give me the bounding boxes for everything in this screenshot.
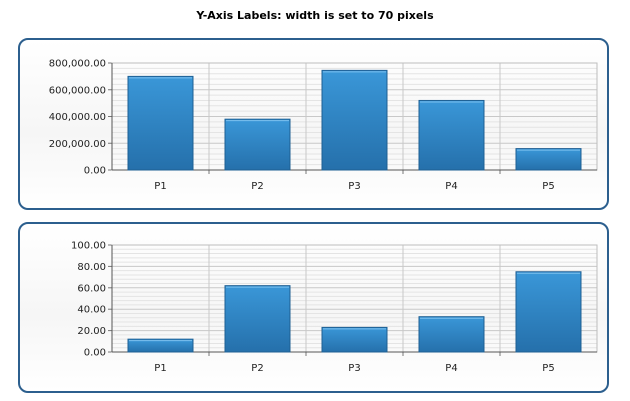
chart-panel-bottom xyxy=(18,222,609,393)
x-tick-label: P3 xyxy=(348,181,360,192)
x-tick-label: P2 xyxy=(251,181,263,192)
y-tick-label: 40.00 xyxy=(77,305,106,316)
y-tick-label: 800,000.00 xyxy=(49,59,106,70)
y-tick-label: 0.00 xyxy=(84,348,106,359)
bar-p5 xyxy=(515,148,582,171)
bar-p1 xyxy=(127,75,194,171)
bar-p4 xyxy=(418,316,485,353)
y-tick-label: 0.00 xyxy=(84,166,106,177)
x-tick-label: P2 xyxy=(251,363,263,374)
page-title: Y-Axis Labels: width is set to 70 pixels xyxy=(196,9,434,22)
y-tick-label: 80.00 xyxy=(77,262,106,273)
bar-p4 xyxy=(418,99,485,171)
y-tick-label: 100.00 xyxy=(71,241,106,252)
bar-p3 xyxy=(321,326,388,353)
bar-p5 xyxy=(515,271,582,353)
y-tick-label: 400,000.00 xyxy=(49,112,106,123)
bar-p2 xyxy=(224,118,291,171)
y-tick-label: 200,000.00 xyxy=(49,139,106,150)
bar-p1 xyxy=(127,338,194,353)
x-tick-label: P1 xyxy=(154,363,166,374)
y-tick-label: 20.00 xyxy=(77,326,106,337)
x-tick-label: P5 xyxy=(542,363,554,374)
x-tick-label: P3 xyxy=(348,363,360,374)
x-tick-label: P5 xyxy=(542,181,554,192)
bar-p3 xyxy=(321,69,388,171)
bar-p2 xyxy=(224,285,291,353)
chart-panel-top xyxy=(18,38,609,210)
x-tick-label: P4 xyxy=(445,181,457,192)
y-tick-label: 60.00 xyxy=(77,283,106,294)
y-tick-label: 600,000.00 xyxy=(49,85,106,96)
x-tick-label: P1 xyxy=(154,181,166,192)
x-tick-label: P4 xyxy=(445,363,457,374)
